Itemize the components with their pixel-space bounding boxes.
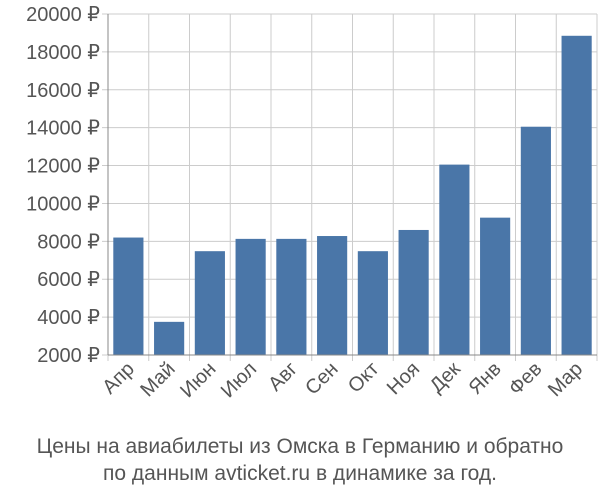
y-tick-labels: 2000 ₽ 4000 ₽ 6000 ₽ 8000 ₽ 10000 ₽ 12000 ₽ 14… xyxy=(26,4,100,367)
bar-9 xyxy=(480,217,511,355)
bar-11 xyxy=(561,35,592,356)
x-tick-label: Апр xyxy=(98,358,139,399)
x-tick-label: Окт xyxy=(344,358,383,397)
price-bar-chart: 2000 ₽ 4000 ₽ 6000 ₽ 8000 ₽ 10000 ₽ 12000 ₽ 14… xyxy=(26,4,598,402)
y-tick-label: 14000 ₽ xyxy=(26,118,100,140)
bars xyxy=(113,35,592,356)
x-tick-label: Янв xyxy=(465,358,506,399)
bar-7 xyxy=(398,229,429,355)
x-tick-label: Июн xyxy=(176,358,220,402)
bar-8 xyxy=(439,164,470,355)
axes xyxy=(107,14,597,356)
bar-1 xyxy=(154,321,185,355)
bar-3 xyxy=(235,238,266,355)
y-tick-label: 20000 ₽ xyxy=(26,4,100,26)
x-tick-label: Июл xyxy=(217,358,261,402)
y-tick-label: 6000 ₽ xyxy=(37,269,100,291)
x-tick-label: Дек xyxy=(426,358,465,397)
y-tick-label: 12000 ₽ xyxy=(26,156,100,178)
y-tick-label: 10000 ₽ xyxy=(26,193,100,215)
chart-caption-line-2: по данным avticket.ru в динамике за год. xyxy=(103,462,497,485)
y-tick-label: 16000 ₽ xyxy=(26,80,100,102)
y-tick-label: 4000 ₽ xyxy=(37,307,100,329)
x-tick-label: Мар xyxy=(544,358,587,401)
y-tick-label: 18000 ₽ xyxy=(26,42,100,64)
x-tick-label: Авг xyxy=(264,358,302,396)
chart-caption-line-1: Цены на авиабилеты из Омска в Германию и… xyxy=(36,435,564,458)
bar-0 xyxy=(113,237,144,355)
x-tick-label: Фев xyxy=(505,358,547,400)
bar-2 xyxy=(194,251,225,355)
x-tick-label: Ноя xyxy=(383,358,424,399)
bar-5 xyxy=(317,236,348,355)
bar-10 xyxy=(520,126,551,355)
x-tick-label: Май xyxy=(136,358,179,401)
bar-4 xyxy=(276,238,307,355)
y-tick-label: 8000 ₽ xyxy=(37,231,100,253)
bar-6 xyxy=(357,251,388,355)
y-tick-label: 2000 ₽ xyxy=(37,345,100,367)
x-tick-label: Сен xyxy=(301,358,342,399)
